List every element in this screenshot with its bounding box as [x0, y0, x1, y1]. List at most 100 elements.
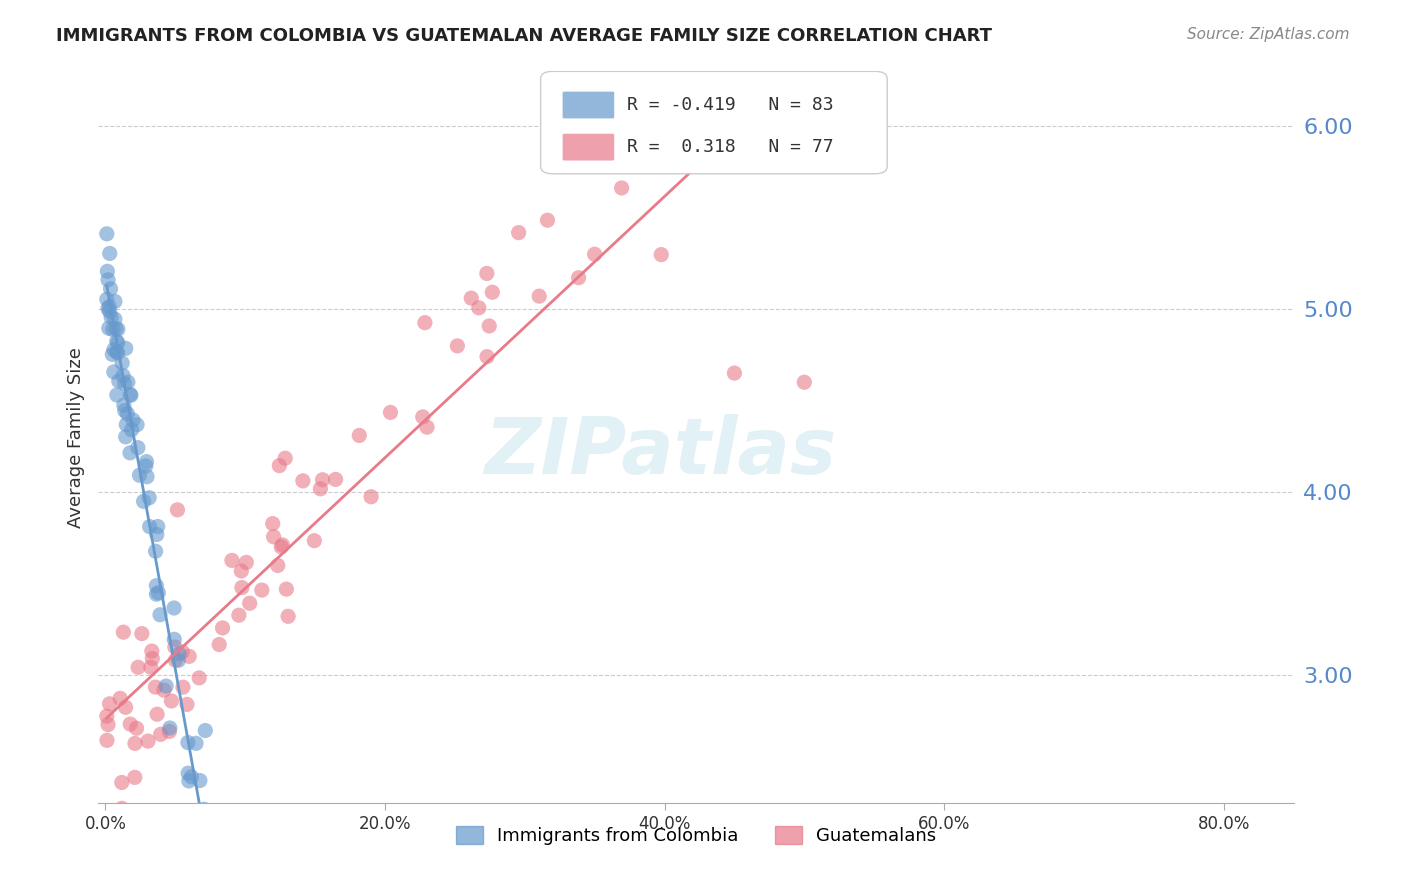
Point: [527, 289, 550, 303]
Point: [105, 334, 128, 349]
Point: [145, 579, 167, 593]
Point: [112, 368, 135, 383]
Point: [124, 736, 146, 750]
Point: [205, 880, 228, 892]
Point: [179, 649, 201, 664]
Point: [120, 387, 142, 401]
Text: R =  0.318   N = 77: R = 0.318 N = 77: [627, 138, 834, 156]
Point: [269, 458, 291, 473]
Point: [478, 318, 501, 333]
Point: [112, 625, 135, 640]
Point: [136, 469, 159, 483]
FancyBboxPatch shape: [562, 133, 614, 161]
Text: IMMIGRANTS FROM COLOMBIA VS GUATEMALAN AVERAGE FAMILY SIZE CORRELATION CHART: IMMIGRANTS FROM COLOMBIA VS GUATEMALAN A…: [56, 27, 993, 45]
Point: [211, 621, 233, 635]
Point: [221, 553, 243, 567]
Point: [239, 596, 262, 610]
Point: [723, 366, 745, 380]
Point: [125, 721, 148, 735]
Text: Source: ZipAtlas.com: Source: ZipAtlas.com: [1187, 27, 1350, 42]
Point: [97, 273, 120, 287]
Point: [475, 350, 498, 364]
Point: [416, 420, 439, 434]
Point: [104, 312, 127, 326]
Point: [700, 93, 723, 107]
Point: [100, 310, 122, 325]
Point: [413, 316, 436, 330]
Point: [111, 356, 134, 370]
Point: [291, 474, 314, 488]
Point: [103, 365, 125, 379]
Point: [136, 734, 159, 748]
Point: [165, 653, 187, 667]
Point: [105, 344, 128, 359]
Point: [96, 293, 118, 307]
Point: [650, 247, 672, 261]
Point: [188, 773, 211, 788]
Point: [167, 653, 190, 667]
Point: [157, 724, 180, 739]
Point: [111, 801, 134, 815]
Point: [98, 246, 121, 260]
Point: [311, 473, 333, 487]
Point: [107, 374, 129, 388]
Point: [160, 694, 183, 708]
Point: [104, 321, 127, 335]
Point: [153, 683, 176, 698]
Point: [568, 270, 591, 285]
Point: [145, 587, 167, 601]
Point: [177, 735, 200, 749]
Point: [304, 533, 326, 548]
Point: [536, 213, 558, 227]
Point: [138, 519, 160, 533]
Point: [141, 651, 163, 665]
Point: [114, 376, 136, 391]
Point: [135, 458, 157, 473]
Point: [146, 519, 169, 533]
Point: [97, 301, 120, 316]
Point: [163, 601, 186, 615]
Point: [155, 679, 177, 693]
Point: [231, 564, 253, 578]
Point: [148, 586, 170, 600]
Point: [108, 691, 131, 706]
Point: [122, 413, 145, 427]
Point: [97, 717, 120, 731]
Point: [163, 640, 186, 654]
Point: [446, 339, 468, 353]
Point: [135, 455, 157, 469]
Point: [360, 490, 382, 504]
Point: [193, 802, 215, 816]
Point: [188, 671, 211, 685]
Y-axis label: Average Family Size: Average Family Size: [66, 347, 84, 527]
Point: [149, 727, 172, 741]
Point: [380, 405, 402, 419]
Point: [610, 181, 633, 195]
Point: [115, 417, 138, 432]
Point: [235, 555, 257, 569]
Point: [117, 407, 139, 421]
Point: [208, 638, 231, 652]
Point: [96, 709, 118, 723]
Point: [145, 680, 167, 694]
Point: [105, 388, 128, 402]
Point: [231, 581, 253, 595]
Point: [127, 441, 149, 455]
Point: [132, 494, 155, 508]
Point: [96, 227, 118, 241]
Point: [250, 583, 273, 598]
Point: [139, 660, 162, 674]
Point: [274, 451, 297, 466]
Point: [349, 428, 371, 442]
Point: [117, 375, 139, 389]
Point: [277, 609, 299, 624]
Point: [104, 294, 127, 309]
Point: [112, 398, 135, 412]
Point: [120, 446, 142, 460]
Point: [267, 558, 290, 573]
Text: R = -0.419   N = 83: R = -0.419 N = 83: [627, 96, 834, 114]
Point: [101, 347, 124, 361]
FancyBboxPatch shape: [562, 91, 614, 119]
Point: [100, 282, 122, 296]
Point: [262, 516, 284, 531]
